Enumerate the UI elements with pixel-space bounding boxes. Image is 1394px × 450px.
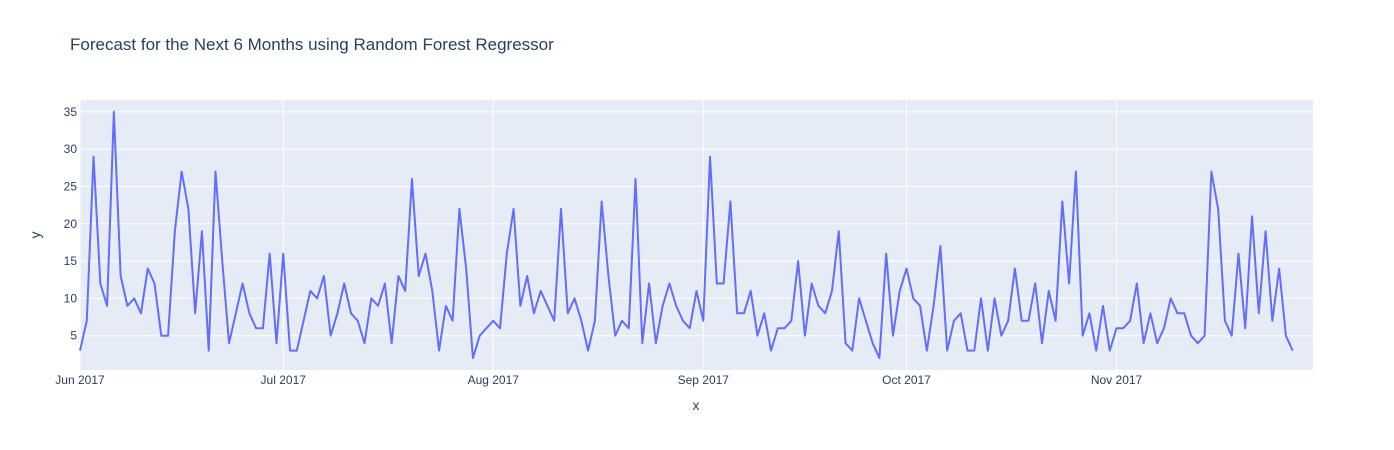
x-tick-label: Oct 2017 — [882, 373, 931, 387]
y-tick-label: 30 — [64, 142, 78, 156]
x-tick-label: Nov 2017 — [1091, 373, 1143, 387]
plot-area — [80, 100, 1313, 370]
y-tick-label: 5 — [70, 329, 77, 343]
series-line — [79, 110, 1294, 360]
x-tick-label: Jun 2017 — [55, 373, 105, 387]
y-tick-label: 20 — [64, 217, 78, 231]
x-gridlines — [79, 100, 1118, 370]
x-axis-title: x — [693, 397, 700, 413]
y-axis-title: y — [27, 232, 43, 239]
y-tick-label: 25 — [64, 180, 78, 194]
x-tick-label: Aug 2017 — [468, 373, 520, 387]
y-tick-label: 10 — [64, 291, 78, 305]
x-tick-labels: Jun 2017 Jul 2017 Aug 2017 Sep 2017 Oct 2017… — [55, 373, 1142, 387]
y-tick-label: 35 — [64, 105, 78, 119]
chart-title: Forecast for the Next 6 Months using Ran… — [70, 35, 554, 54]
x-tick-label: Sep 2017 — [678, 373, 730, 387]
y-tick-labels: 5 10 15 20 25 30 35 — [64, 105, 78, 343]
y-tick-label: 15 — [64, 254, 78, 268]
x-tick-label: Jul 2017 — [261, 373, 307, 387]
